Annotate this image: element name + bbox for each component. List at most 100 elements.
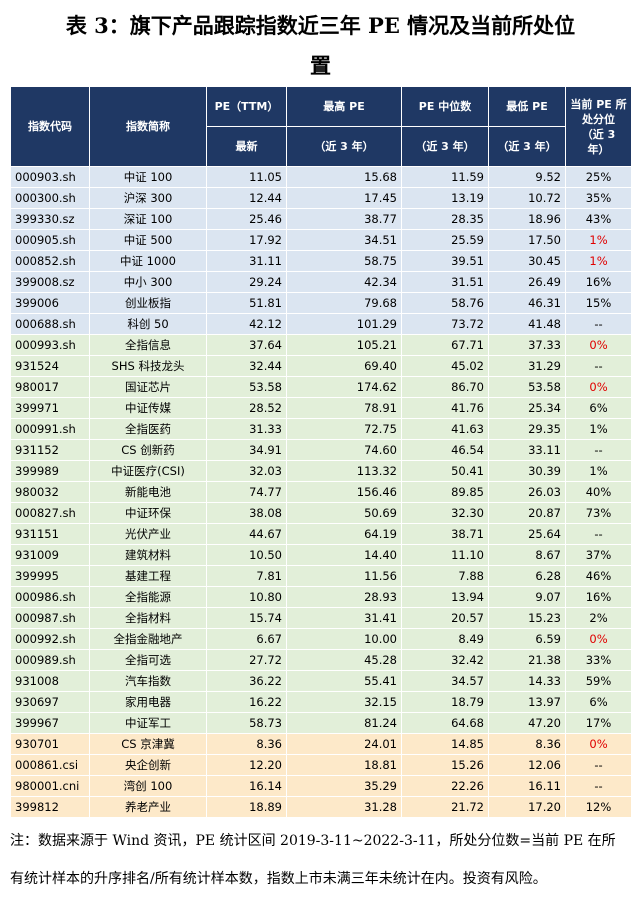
cell-pe-ttm: 16.14 [206, 775, 287, 797]
cell-median-pe: 8.49 [401, 628, 489, 650]
cell-percentile: 1% [565, 250, 632, 272]
footnote-line-2: 有统计样本的升序排名/所有统计样本数，指数上市未满三年未统计在内。投资有风险。 [10, 871, 547, 887]
table-row: 399971 中证传媒 28.52 78.91 41.76 25.34 6% [10, 397, 632, 419]
cell-percentile: -- [565, 775, 632, 797]
header-code: 指数代码 [10, 86, 90, 167]
cell-name: 全指金融地产 [89, 628, 207, 650]
table-row: 000852.sh 中证 1000 31.11 58.75 39.51 30.45 1% [10, 250, 632, 272]
cell-max-pe: 32.15 [286, 691, 402, 713]
cell-pe-ttm: 74.77 [206, 481, 287, 503]
cell-name: 中证传媒 [89, 397, 207, 419]
cell-min-pe: 29.35 [488, 418, 566, 440]
pe-table: 指数代码 指数简称 PE（TTM） 最高 PE PE 中位数 最低 PE 当前 … [10, 86, 632, 818]
cell-median-pe: 28.35 [401, 208, 489, 230]
cell-min-pe: 6.28 [488, 565, 566, 587]
table-row: 000991.sh 全指医药 31.33 72.75 41.63 29.35 1% [10, 418, 632, 440]
cell-name: 国证芯片 [89, 376, 207, 398]
cell-median-pe: 41.63 [401, 418, 489, 440]
cell-max-pe: 50.69 [286, 502, 402, 524]
cell-pe-ttm: 10.50 [206, 544, 287, 566]
cell-min-pe: 26.49 [488, 271, 566, 293]
cell-median-pe: 73.72 [401, 313, 489, 335]
cell-code: 000905.sh [10, 229, 90, 251]
cell-pe-ttm: 38.08 [206, 502, 287, 524]
cell-min-pe: 26.03 [488, 481, 566, 503]
table-row: 931009 建筑材料 10.50 14.40 11.10 8.67 37% [10, 544, 632, 566]
table-title: 表 3：旗下产品跟踪指数近三年 PE 情况及当前所处位 置 [0, 6, 641, 86]
cell-min-pe: 53.58 [488, 376, 566, 398]
cell-median-pe: 67.71 [401, 334, 489, 356]
cell-name: 全指信息 [89, 334, 207, 356]
table-row: 399989 中证医疗(CSI) 32.03 113.32 50.41 30.39 1% [10, 460, 632, 482]
cell-name: 全指能源 [89, 586, 207, 608]
cell-code: 000688.sh [10, 313, 90, 335]
cell-median-pe: 58.76 [401, 292, 489, 314]
cell-max-pe: 14.40 [286, 544, 402, 566]
cell-code: 931524 [10, 355, 90, 377]
cell-code: 980017 [10, 376, 90, 398]
cell-max-pe: 174.62 [286, 376, 402, 398]
cell-min-pe: 10.72 [488, 187, 566, 209]
cell-median-pe: 31.51 [401, 271, 489, 293]
cell-min-pe: 25.64 [488, 523, 566, 545]
cell-percentile: 25% [565, 166, 632, 188]
cell-name: 汽车指数 [89, 670, 207, 692]
cell-max-pe: 28.93 [286, 586, 402, 608]
cell-pe-ttm: 31.33 [206, 418, 287, 440]
table-row: 930701 CS 京津冀 8.36 24.01 14.85 8.36 0% [10, 733, 632, 755]
cell-min-pe: 21.38 [488, 649, 566, 671]
cell-pe-ttm: 7.81 [206, 565, 287, 587]
table-title-line-2: 置 [310, 53, 331, 78]
cell-percentile: 16% [565, 271, 632, 293]
cell-max-pe: 55.41 [286, 670, 402, 692]
cell-min-pe: 9.07 [488, 586, 566, 608]
cell-max-pe: 64.19 [286, 523, 402, 545]
cell-percentile: 16% [565, 586, 632, 608]
footnote: 注：数据来源于 Wind 资讯，PE 统计区间 2019-3-11~2022-3… [10, 822, 632, 898]
header-pe-ttm: PE（TTM） [206, 86, 287, 127]
cell-median-pe: 13.19 [401, 187, 489, 209]
cell-min-pe: 47.20 [488, 712, 566, 734]
cell-percentile: -- [565, 439, 632, 461]
cell-percentile: -- [565, 355, 632, 377]
table-row: 000688.sh 科创 50 42.12 101.29 73.72 41.48 -- [10, 313, 632, 335]
table-row: 930697 家用电器 16.22 32.15 18.79 13.97 6% [10, 691, 632, 713]
cell-name: 新能电池 [89, 481, 207, 503]
cell-max-pe: 42.34 [286, 271, 402, 293]
cell-percentile: 43% [565, 208, 632, 230]
cell-median-pe: 14.85 [401, 733, 489, 755]
cell-max-pe: 78.91 [286, 397, 402, 419]
cell-pe-ttm: 12.20 [206, 754, 287, 776]
header-pe-ttm-sub: 最新 [206, 126, 287, 167]
cell-max-pe: 38.77 [286, 208, 402, 230]
cell-percentile: 15% [565, 292, 632, 314]
cell-max-pe: 74.60 [286, 439, 402, 461]
pe-table-body: 000903.sh 中证 100 11.05 15.68 11.59 9.52 25% 000… [10, 166, 632, 818]
cell-percentile: 6% [565, 397, 632, 419]
header-median-pe-sub: （近 3 年） [401, 126, 489, 167]
cell-max-pe: 101.29 [286, 313, 402, 335]
cell-min-pe: 8.67 [488, 544, 566, 566]
table-row: 931524 SHS 科技龙头 32.44 69.40 45.02 31.29 -- [10, 355, 632, 377]
cell-median-pe: 22.26 [401, 775, 489, 797]
cell-pe-ttm: 29.24 [206, 271, 287, 293]
cell-min-pe: 41.48 [488, 313, 566, 335]
header-percentile-line-3: （近 3 [581, 127, 616, 141]
table-row: 000905.sh 中证 500 17.92 34.51 25.59 17.50 1% [10, 229, 632, 251]
cell-min-pe: 25.34 [488, 397, 566, 419]
cell-max-pe: 105.21 [286, 334, 402, 356]
cell-code: 399967 [10, 712, 90, 734]
table-row: 399812 养老产业 18.89 31.28 21.72 17.20 12% [10, 796, 632, 818]
cell-pe-ttm: 6.67 [206, 628, 287, 650]
cell-code: 000993.sh [10, 334, 90, 356]
cell-pe-ttm: 12.44 [206, 187, 287, 209]
cell-min-pe: 6.59 [488, 628, 566, 650]
cell-max-pe: 45.28 [286, 649, 402, 671]
cell-code: 000852.sh [10, 250, 90, 272]
cell-pe-ttm: 17.92 [206, 229, 287, 251]
table-row: 931008 汽车指数 36.22 55.41 34.57 14.33 59% [10, 670, 632, 692]
table-row: 000903.sh 中证 100 11.05 15.68 11.59 9.52 25% [10, 166, 632, 188]
cell-median-pe: 86.70 [401, 376, 489, 398]
cell-pe-ttm: 37.64 [206, 334, 287, 356]
cell-max-pe: 113.32 [286, 460, 402, 482]
